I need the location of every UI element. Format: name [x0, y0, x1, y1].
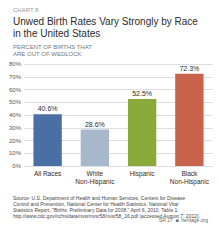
svg-text:30%: 30% [9, 125, 22, 131]
svg-text:50%: 50% [9, 99, 22, 105]
svg-text:PERCENT OF BIRTHS THAT: PERCENT OF BIRTHS THAT [13, 44, 92, 50]
svg-text:40.6%: 40.6% [38, 105, 58, 112]
svg-text:0%: 0% [12, 163, 21, 169]
svg-text:80%: 80% [9, 61, 22, 67]
svg-text:Control and Prevention, Nation: Control and Prevention, National Center … [13, 201, 179, 207]
svg-text:http://www.cdc.gov/nchs/data/n: http://www.cdc.gov/nchs/data/nvsr/nvsr58… [13, 213, 201, 219]
svg-text:70%: 70% [9, 74, 22, 80]
svg-text:Statistics Report, "Births: Pr: Statistics Report, "Births: Preliminary … [13, 207, 179, 213]
svg-text:CHART 8: CHART 8 [13, 7, 39, 13]
svg-text:White: White [87, 170, 104, 177]
svg-text:72.3%: 72.3% [179, 65, 199, 72]
svg-text:Non-Hispanic: Non-Hispanic [170, 178, 210, 186]
svg-text:60%: 60% [9, 87, 22, 93]
svg-text:Hispanic: Hispanic [130, 170, 156, 178]
svg-text:in the United States: in the United States [13, 28, 100, 39]
svg-text:ARE OUT OF WEDLOCK: ARE OUT OF WEDLOCK [13, 51, 82, 57]
svg-text:Unwed Birth Rates Vary Strongl: Unwed Birth Rates Vary Strongly by Race [13, 16, 198, 27]
svg-text:28.6%: 28.6% [85, 121, 105, 128]
svg-text:All Races: All Races [34, 170, 62, 177]
svg-text:Non-Hispanic: Non-Hispanic [75, 178, 115, 186]
svg-text:Black: Black [181, 170, 198, 177]
svg-text:40%: 40% [9, 112, 22, 118]
svg-text:52.5%: 52.5% [132, 90, 152, 97]
svg-text:SR 17 ■ heritage.org: SR 17 ■ heritage.org [159, 217, 208, 223]
svg-text:10%: 10% [9, 150, 22, 156]
svg-text:20%: 20% [9, 138, 22, 144]
svg-text:Source: U.S. Department of Hea: Source: U.S. Department of Health and Hu… [13, 195, 185, 201]
